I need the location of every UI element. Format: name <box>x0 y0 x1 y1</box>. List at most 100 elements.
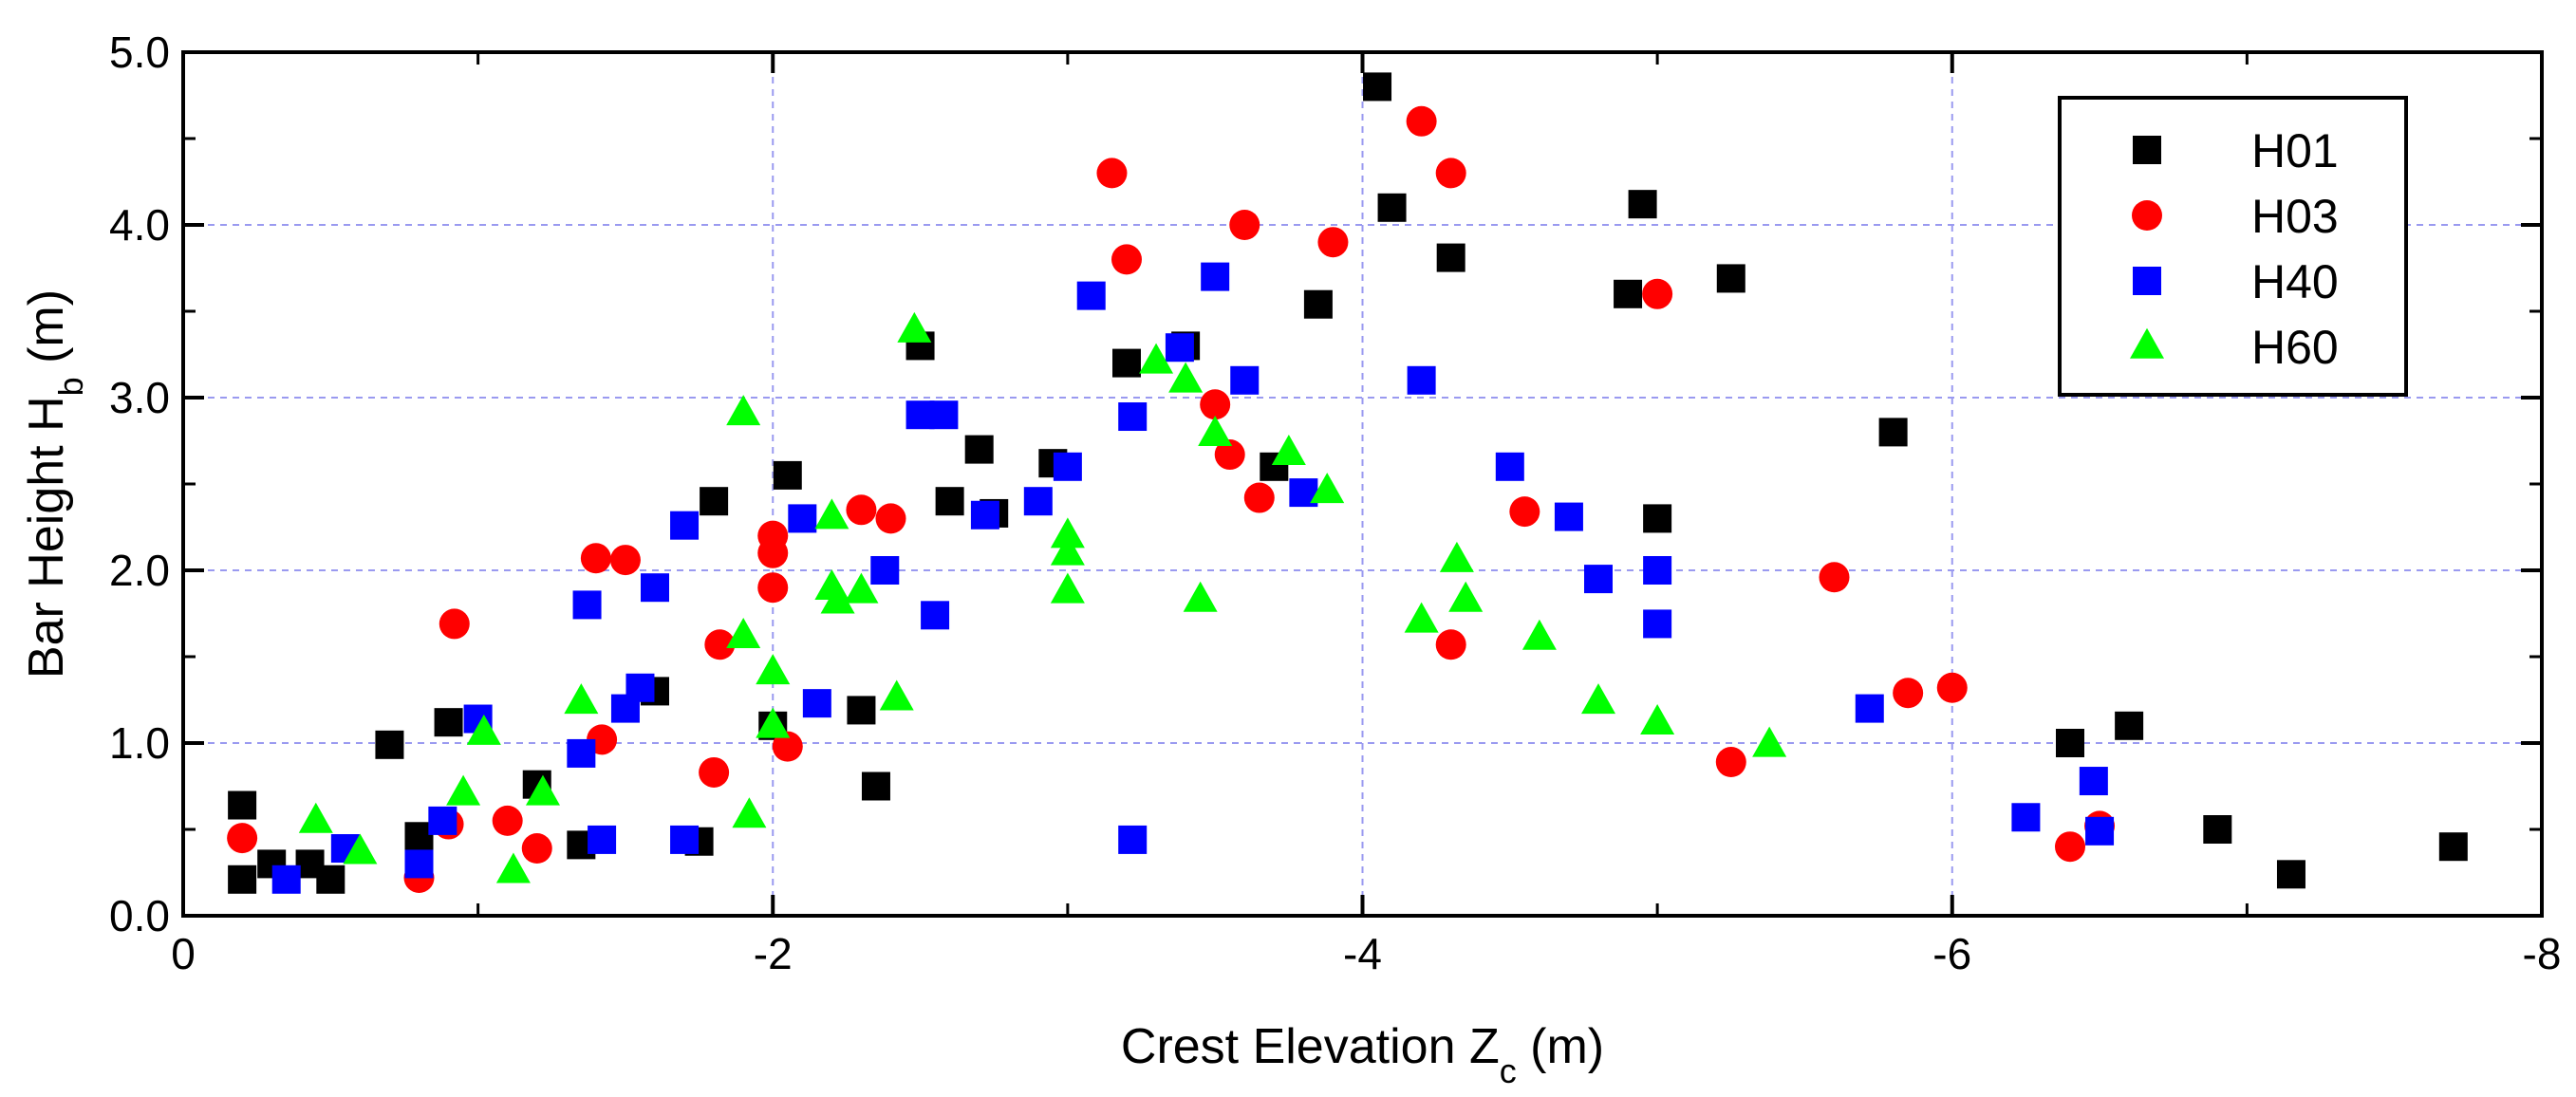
y-axis-title-subscript: b <box>51 377 90 396</box>
data-point-h03 <box>1200 389 1231 420</box>
series-h40 <box>271 262 2115 894</box>
data-point-h01 <box>1436 243 1465 272</box>
legend-entry-h03: H03 <box>2132 190 2339 243</box>
data-point-h60 <box>820 583 855 614</box>
data-point-h01 <box>2276 860 2305 889</box>
data-points <box>227 72 2468 894</box>
data-point-h60 <box>879 679 914 711</box>
data-point-h40 <box>1407 365 1436 395</box>
data-point-h40 <box>1118 825 1148 854</box>
data-point-h01 <box>1614 279 1643 308</box>
data-point-h60 <box>466 714 501 745</box>
x-axis-title-subscript: c <box>1500 1051 1517 1090</box>
data-point-h60 <box>446 774 481 806</box>
y-tick-label: 5.0 <box>109 28 170 77</box>
data-point-h60 <box>1752 726 1787 757</box>
data-point-h40 <box>670 511 700 540</box>
y-tick-label: 2.0 <box>109 546 170 595</box>
data-point-h60 <box>1050 572 1085 604</box>
data-point-h40 <box>1495 452 1524 481</box>
data-point-h03 <box>1435 158 1466 189</box>
legend-entry-h01: H01 <box>2133 124 2339 177</box>
axis-ticks: 0 -2 -4 -6 -8 0.0 1.0 2.0 3.0 4.0 5.0 <box>109 28 2561 978</box>
x-tick-label: -6 <box>1932 929 1971 978</box>
data-point-h01 <box>1377 193 1407 222</box>
series-h01 <box>228 72 2468 894</box>
x-axis-title-unit: (m) <box>1517 1019 1604 1074</box>
data-point-h40 <box>567 738 596 768</box>
data-point-h03 <box>1509 496 1540 528</box>
data-point-h03 <box>772 731 803 762</box>
data-point-h03 <box>1096 158 1128 189</box>
legend-label-h03: H03 <box>2251 190 2339 243</box>
data-point-h60 <box>726 617 761 648</box>
data-point-h60 <box>732 797 767 828</box>
data-point-h40 <box>625 673 655 702</box>
data-point-h40 <box>588 825 617 854</box>
data-point-h03 <box>1214 439 1245 471</box>
x-axis-title-main: Crest Elevation Z <box>1121 1019 1500 1074</box>
data-point-h01 <box>434 708 463 737</box>
data-point-h03 <box>699 756 730 788</box>
data-point-h03 <box>1317 227 1349 258</box>
y-axis-title-main: Bar Height H <box>19 396 74 679</box>
data-point-h03 <box>1715 747 1746 778</box>
data-point-h03 <box>1819 562 1850 593</box>
data-point-h01 <box>2438 832 2468 862</box>
data-point-h40 <box>670 825 700 854</box>
legend-marker-h03 <box>2132 200 2162 231</box>
data-point-h03 <box>1936 672 1968 703</box>
data-point-h40 <box>970 500 999 530</box>
data-point-h60 <box>814 498 849 530</box>
data-point-h01 <box>228 790 257 820</box>
y-axis-title-unit: (m) <box>19 289 74 377</box>
x-tick-label: -2 <box>754 929 793 978</box>
data-point-h40 <box>1643 556 1672 585</box>
legend-box <box>2058 96 2408 397</box>
data-point-h40 <box>271 865 301 894</box>
data-point-h03 <box>757 572 789 604</box>
data-point-h60 <box>1404 602 1439 633</box>
data-point-h01 <box>228 865 257 894</box>
data-point-h40 <box>788 504 817 533</box>
y-tick-label: 0.0 <box>109 891 170 940</box>
data-point-h60 <box>1448 581 1484 612</box>
data-point-h03 <box>580 543 611 574</box>
legend-label-h60: H60 <box>2251 321 2339 374</box>
data-point-h60 <box>756 707 791 738</box>
legend-marker-h01 <box>2133 136 2161 164</box>
series-h03 <box>227 105 2116 893</box>
y-tick-label: 1.0 <box>109 718 170 768</box>
data-point-h40 <box>2085 816 2115 846</box>
data-point-h60 <box>1139 343 1174 374</box>
data-point-h01 <box>964 435 994 464</box>
data-point-h60 <box>525 774 560 806</box>
data-point-h40 <box>428 806 457 835</box>
x-tick-label: -8 <box>2523 929 2562 978</box>
x-tick-label: 0 <box>171 929 196 978</box>
data-point-h60 <box>1183 581 1218 612</box>
data-point-h60 <box>1640 703 1675 734</box>
data-point-h60 <box>756 654 791 685</box>
data-point-h03 <box>1406 105 1437 137</box>
data-point-h40 <box>404 849 434 879</box>
data-point-h03 <box>757 537 789 568</box>
legend-label-h40: H40 <box>2251 255 2339 308</box>
data-point-h01 <box>1716 264 1745 293</box>
data-point-h40 <box>2011 803 2041 832</box>
legend: H01 H03 H40 H60 <box>2058 96 2408 397</box>
legend-entries: H01 H03 H40 H60 <box>2130 124 2339 374</box>
x-tick-label: -4 <box>1343 929 1382 978</box>
data-point-h03 <box>521 833 552 865</box>
data-point-h01 <box>2115 711 2144 740</box>
data-point-h01 <box>935 487 964 516</box>
data-point-h01 <box>1112 348 1141 378</box>
data-point-h01 <box>1303 289 1333 319</box>
data-point-h40 <box>921 601 950 630</box>
data-point-h01 <box>847 696 876 725</box>
data-point-h01 <box>1878 418 1908 447</box>
data-point-h01 <box>861 772 890 801</box>
data-point-h40 <box>870 556 900 585</box>
data-point-h03 <box>875 503 906 534</box>
